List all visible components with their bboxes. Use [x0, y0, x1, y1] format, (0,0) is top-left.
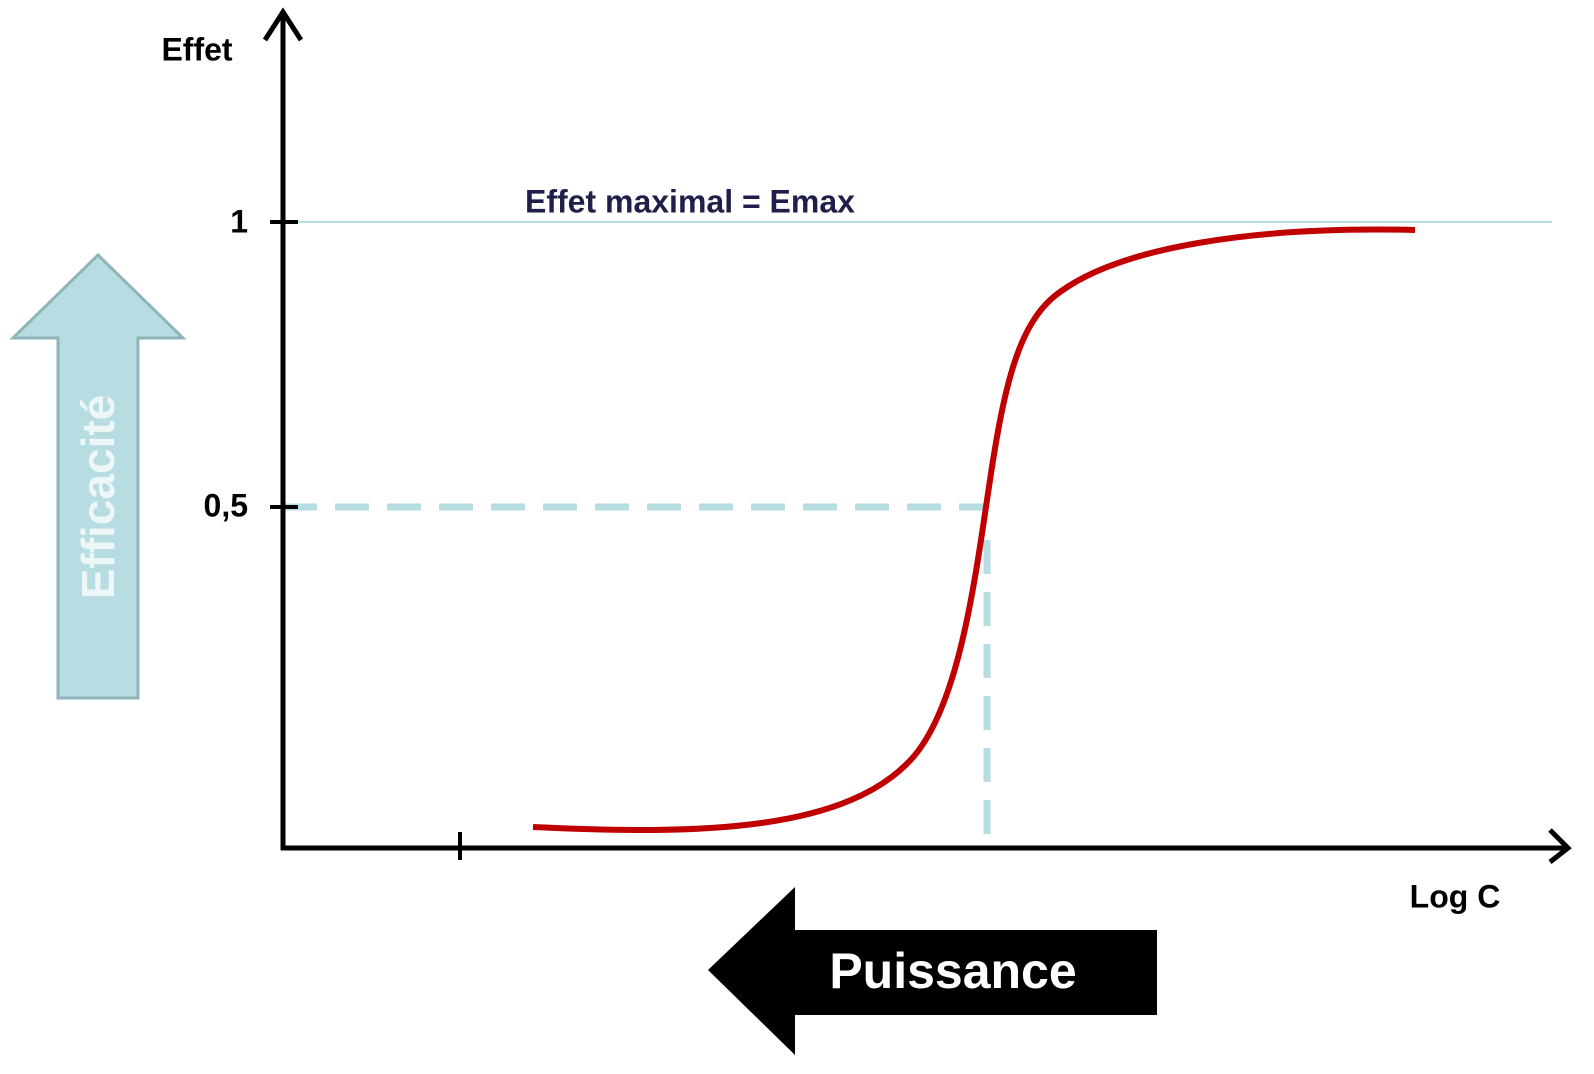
y-axis-arrowhead [262, 7, 304, 42]
y-axis-label: Effet [161, 31, 232, 67]
emax-label: Effet maximal = Emax [525, 183, 855, 219]
dose-response-curve [532, 226, 1416, 833]
x-axis-label: Log C [1410, 878, 1501, 914]
tick-label: 1 [230, 203, 248, 239]
efficacy-arrow [9, 252, 187, 700]
potency-arrow [708, 887, 1157, 1055]
tick-label: 0,5 [204, 487, 248, 523]
x-axis-arrowhead [1548, 828, 1572, 864]
potency-label: Puissance [829, 943, 1076, 999]
efficacy-label: Efficacité [72, 395, 124, 600]
